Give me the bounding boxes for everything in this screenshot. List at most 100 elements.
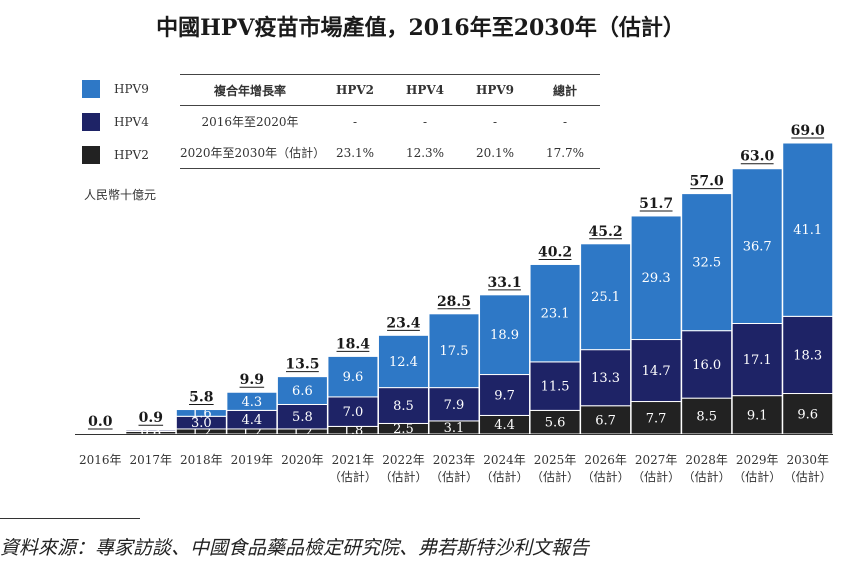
cagr-cell: 2020年至2030年（估計） — [180, 137, 325, 169]
bar-segment-hpv2 — [630, 401, 682, 435]
total-label: 28.5 — [437, 294, 471, 310]
segment-label: 36.7 — [743, 240, 772, 255]
segment-label: 9.6 — [797, 407, 818, 422]
segment-label: 7.9 — [444, 398, 465, 413]
x-tick-label: 2017年 — [130, 453, 173, 467]
bar-segment-hpv9 — [782, 142, 834, 317]
bar-segment-hpv2 — [681, 397, 733, 435]
bar-segment-hpv4 — [630, 339, 682, 403]
segment-label: 4.4 — [242, 413, 263, 428]
bar-segment-hpv9 — [681, 193, 733, 332]
x-tick-label: （估計） — [784, 469, 832, 484]
cagr-header-cell: HPV9 — [460, 74, 530, 106]
cagr-header-cell: 複合年增長率 — [180, 74, 320, 106]
cagr-cell: 23.1% — [320, 137, 390, 169]
cagr-cell: - — [422, 114, 428, 129]
segment-label: 18.9 — [490, 328, 519, 343]
total-label: 0.0 — [88, 414, 113, 430]
legend-swatch-hpv4 — [82, 113, 100, 131]
segment-label: 8.5 — [393, 399, 414, 414]
segment-label: 23.1 — [541, 307, 570, 322]
x-tick-label: （估計） — [733, 469, 781, 484]
segment-label: 11.5 — [541, 380, 570, 395]
segment-label: 17.1 — [743, 353, 772, 368]
source-note: 資料來源：專家訪談、中國食品藥品檢定研究院、弗若斯特沙利文報告 — [0, 537, 590, 559]
x-tick-label: （估計） — [379, 469, 427, 484]
segment-label: 5.6 — [545, 416, 566, 431]
x-tick-label: 2022年 — [382, 453, 425, 467]
segment-label: 17.5 — [440, 344, 469, 359]
x-tick-label: 2027年 — [635, 453, 678, 467]
chart-title: 中國HPV疫苗市場產值，2016年至2030年（估計） — [156, 15, 685, 41]
legend-label-hpv4: HPV4 — [114, 115, 149, 129]
x-tick-label: （估計） — [531, 469, 579, 484]
x-tick-label: 2025年 — [534, 453, 577, 467]
total-label: 63.0 — [740, 149, 774, 165]
bar-segment-hpv4 — [580, 349, 632, 407]
segment-label: 6.6 — [292, 384, 313, 399]
legend-item-hpv2: HPV2 — [82, 146, 149, 164]
bar-segment-hpv4 — [782, 315, 834, 395]
source-divider — [0, 518, 140, 519]
bar-segment-hpv9 — [580, 243, 632, 351]
bar-segment-hpv9 — [529, 263, 581, 363]
x-tick-label: 2024年 — [483, 453, 526, 467]
x-tick-label: 2029年 — [736, 453, 779, 467]
segment-label: 0.3 — [140, 424, 161, 439]
segment-label: 4.3 — [242, 395, 263, 410]
bar-segment-hpv9 — [175, 409, 227, 417]
segment-label: 9.6 — [343, 370, 364, 385]
x-tick-label: 2019年 — [231, 453, 274, 467]
unit-label: 人民幣十億元 — [84, 188, 157, 202]
bar-segment-hpv9 — [731, 168, 783, 325]
x-tick-label: （估計） — [582, 469, 630, 484]
legend-item-hpv4: HPV4 — [82, 113, 149, 131]
bar-segment-hpv4 — [377, 387, 429, 424]
x-tick-label: 2026年 — [584, 453, 627, 467]
x-tick-label: （估計） — [329, 469, 377, 484]
legend-swatch-hpv9 — [82, 80, 100, 98]
segment-label: 1.6 — [191, 406, 212, 421]
bar-segment-hpv9 — [479, 294, 531, 376]
cagr-row: 2016年至2020年 - - - - — [180, 106, 600, 138]
total-label: 0.9 — [139, 410, 163, 426]
bar-segment-hpv4 — [479, 374, 531, 416]
x-tick-label: 2018年 — [180, 453, 223, 467]
cagr-cell: - — [352, 114, 358, 129]
segment-label: 4.4 — [494, 418, 515, 433]
segment-label: 12.4 — [389, 355, 418, 370]
segment-label: 3.1 — [444, 421, 465, 436]
legend-label-hpv2: HPV2 — [114, 148, 149, 162]
cagr-header-row: 複合年增長率 HPV2 HPV4 HPV9 總計 — [180, 74, 600, 106]
total-label: 33.1 — [487, 275, 521, 291]
segment-label: 5.8 — [292, 410, 313, 425]
segment-label: 7.7 — [646, 411, 667, 426]
bar-segment-hpv9 — [377, 334, 429, 389]
segment-label: 2.5 — [393, 422, 414, 437]
x-tick-label: 2028年 — [685, 453, 728, 467]
bar-segment-hpv9 — [226, 391, 278, 411]
x-tick-label: （估計） — [481, 469, 529, 484]
cagr-cell: 12.3% — [390, 137, 460, 169]
cagr-cell: 2016年至2020年 — [201, 115, 299, 129]
total-label: 23.4 — [386, 315, 420, 331]
x-tick-label: （估計） — [430, 469, 478, 484]
x-tick-label: 2023年 — [433, 453, 476, 467]
segment-label: 32.5 — [692, 256, 721, 271]
bar-segment-hpv4 — [428, 387, 480, 422]
x-tick-label: 2021年 — [332, 453, 375, 467]
segment-label: 3.0 — [191, 416, 212, 431]
x-tick-label: （估計） — [683, 469, 731, 484]
cagr-table: 複合年增長率 HPV2 HPV4 HPV9 總計 2016年至2020年 - -… — [180, 74, 600, 169]
legend-swatch-hpv2 — [82, 146, 100, 164]
legend-item-hpv9: HPV9 — [82, 80, 149, 98]
total-label: 9.9 — [240, 372, 264, 388]
bar-segment-hpv9 — [630, 215, 682, 341]
segment-label: 13.3 — [591, 371, 620, 386]
segment-label: 16.0 — [692, 358, 721, 373]
bar-segment-hpv4 — [327, 396, 379, 427]
x-tick-label: 2020年 — [281, 453, 324, 467]
bar-segment-hpv9 — [276, 376, 328, 405]
bar-segment-hpv4 — [681, 330, 733, 399]
